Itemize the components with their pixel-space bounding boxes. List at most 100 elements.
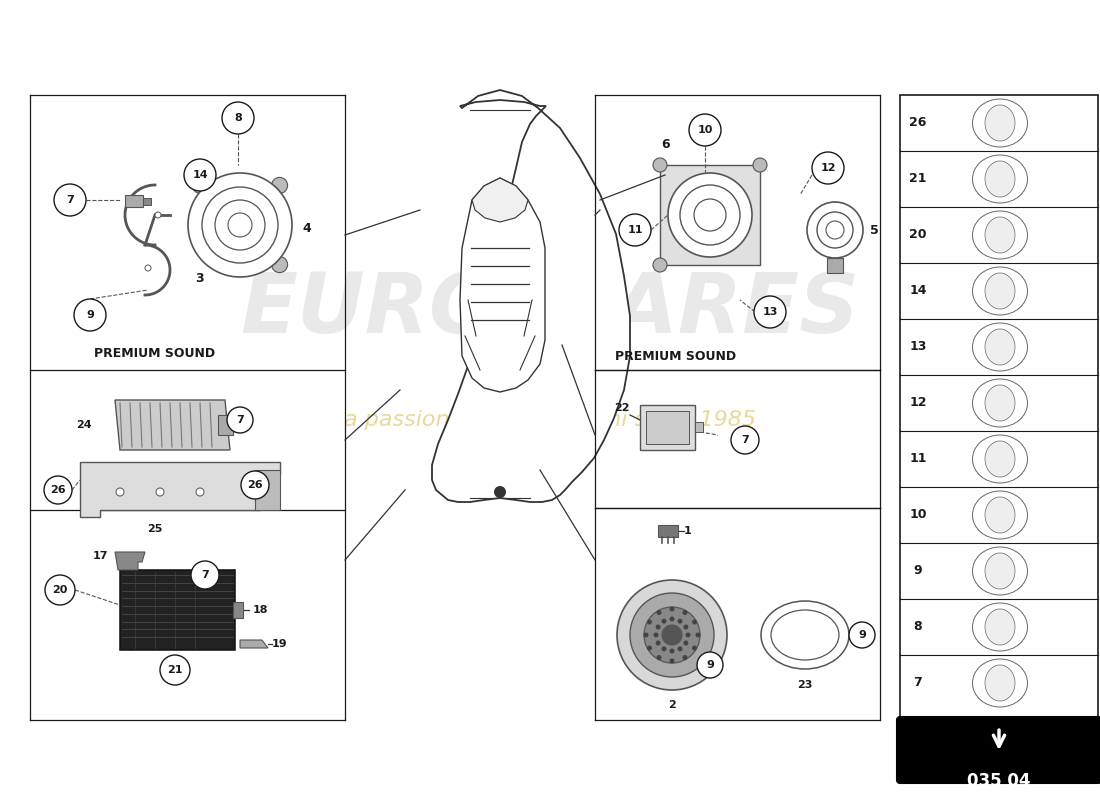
Circle shape (670, 617, 674, 622)
Circle shape (689, 114, 720, 146)
Bar (255, 470, 280, 510)
Text: 7: 7 (201, 570, 209, 580)
Circle shape (692, 646, 697, 650)
Circle shape (662, 625, 682, 645)
Circle shape (45, 575, 75, 605)
Ellipse shape (984, 497, 1015, 533)
Circle shape (661, 646, 667, 651)
Circle shape (657, 655, 661, 660)
Text: 12: 12 (821, 163, 836, 173)
Text: 11: 11 (910, 453, 926, 466)
Text: 14: 14 (910, 285, 926, 298)
Ellipse shape (984, 665, 1015, 701)
Text: 25: 25 (147, 524, 163, 534)
Circle shape (630, 593, 714, 677)
Text: 23: 23 (798, 680, 813, 690)
Ellipse shape (972, 547, 1027, 595)
Ellipse shape (984, 161, 1015, 197)
Text: PREMIUM SOUND: PREMIUM SOUND (615, 350, 736, 363)
Polygon shape (116, 400, 230, 450)
Text: 20: 20 (53, 585, 68, 595)
Bar (218, 415, 233, 435)
Text: 22: 22 (615, 403, 630, 413)
Circle shape (54, 184, 86, 216)
Circle shape (685, 633, 691, 638)
Circle shape (494, 486, 506, 498)
Circle shape (44, 476, 72, 504)
Circle shape (116, 488, 124, 496)
Circle shape (754, 158, 767, 172)
Text: 21: 21 (167, 665, 183, 675)
Ellipse shape (972, 659, 1027, 707)
Ellipse shape (771, 610, 839, 660)
Circle shape (661, 618, 667, 624)
Ellipse shape (984, 441, 1015, 477)
Bar (660, 165, 760, 265)
Bar (640, 405, 695, 450)
Circle shape (272, 257, 287, 273)
Ellipse shape (984, 105, 1015, 141)
Circle shape (695, 633, 701, 638)
Bar (827, 258, 843, 273)
Circle shape (617, 580, 727, 690)
Text: 7: 7 (66, 195, 74, 205)
Text: 26: 26 (248, 480, 263, 490)
Polygon shape (80, 462, 280, 517)
Bar (125, 195, 143, 207)
Circle shape (678, 618, 682, 624)
Text: 2: 2 (668, 700, 675, 710)
Ellipse shape (972, 603, 1027, 651)
Polygon shape (116, 552, 145, 570)
Bar (120, 570, 235, 650)
Ellipse shape (984, 609, 1015, 645)
Circle shape (694, 199, 726, 231)
Circle shape (812, 152, 844, 184)
Text: 21: 21 (910, 173, 926, 186)
Circle shape (656, 625, 661, 630)
Text: 17: 17 (92, 551, 108, 561)
Text: 035 04: 035 04 (967, 772, 1031, 790)
Ellipse shape (761, 601, 849, 669)
Circle shape (241, 471, 270, 499)
Circle shape (678, 646, 682, 651)
Circle shape (192, 178, 208, 194)
Polygon shape (240, 640, 268, 648)
Circle shape (670, 606, 674, 611)
Text: 7: 7 (741, 435, 749, 445)
Circle shape (670, 658, 674, 663)
Circle shape (732, 426, 759, 454)
Text: 19: 19 (272, 639, 287, 649)
Text: EUROSPARES: EUROSPARES (241, 270, 859, 350)
Text: 1: 1 (684, 526, 692, 536)
Text: 12: 12 (910, 397, 926, 410)
Bar (658, 525, 678, 537)
Circle shape (227, 407, 253, 433)
Circle shape (214, 200, 265, 250)
Circle shape (653, 633, 659, 638)
Circle shape (682, 610, 688, 615)
Circle shape (670, 649, 674, 654)
Circle shape (191, 561, 219, 589)
Text: 3: 3 (195, 271, 204, 285)
Circle shape (682, 655, 688, 660)
Circle shape (644, 633, 649, 638)
Ellipse shape (984, 553, 1015, 589)
Circle shape (653, 258, 667, 272)
Text: 18: 18 (253, 605, 268, 615)
Text: 9: 9 (86, 310, 94, 320)
Ellipse shape (972, 323, 1027, 371)
Text: 14: 14 (192, 170, 208, 180)
Circle shape (196, 488, 204, 496)
Circle shape (160, 655, 190, 685)
Text: 26: 26 (51, 485, 66, 495)
Bar (695, 422, 703, 432)
Circle shape (222, 102, 254, 134)
Circle shape (188, 173, 292, 277)
Text: 9: 9 (706, 660, 714, 670)
Circle shape (826, 221, 844, 239)
Text: 10: 10 (910, 509, 926, 522)
Circle shape (849, 622, 875, 648)
Ellipse shape (972, 267, 1027, 315)
Circle shape (668, 173, 752, 257)
Circle shape (647, 646, 652, 650)
